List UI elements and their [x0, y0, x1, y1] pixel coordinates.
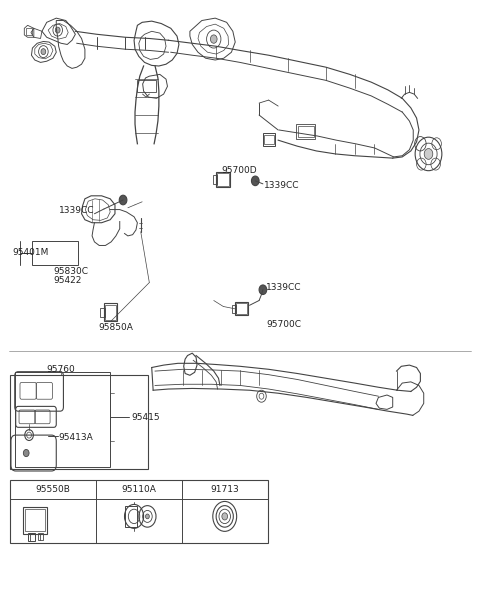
Bar — [10, 480, 268, 543]
Bar — [26, 28, 32, 35]
Text: 95110A: 95110A — [121, 485, 156, 494]
Bar — [137, 81, 156, 93]
Text: 95760: 95760 — [47, 365, 75, 374]
Bar — [24, 507, 47, 534]
Text: 1339CC: 1339CC — [264, 180, 300, 189]
Text: 95415: 95415 — [131, 413, 160, 422]
Bar — [125, 505, 137, 527]
Bar — [264, 135, 274, 144]
Bar — [28, 532, 35, 541]
Bar — [216, 172, 229, 187]
Circle shape — [55, 27, 60, 33]
Text: 1339CC: 1339CC — [266, 283, 302, 292]
Text: 95700D: 95700D — [222, 166, 257, 174]
Circle shape — [41, 49, 46, 55]
Bar — [263, 133, 276, 146]
Bar — [213, 175, 217, 184]
Text: 1339CC: 1339CC — [59, 206, 95, 215]
Circle shape — [24, 450, 29, 457]
Bar — [100, 308, 105, 317]
Bar — [106, 305, 116, 320]
Circle shape — [210, 35, 217, 43]
Text: 91713: 91713 — [210, 485, 239, 494]
Bar — [298, 126, 314, 137]
Bar — [104, 304, 117, 322]
Bar — [236, 304, 247, 314]
Text: 95401M: 95401M — [12, 248, 48, 257]
Bar — [33, 240, 78, 264]
Bar — [10, 374, 148, 469]
Circle shape — [259, 285, 267, 294]
Bar — [235, 302, 248, 316]
Bar — [25, 509, 45, 531]
Circle shape — [424, 148, 433, 159]
Text: 95830C: 95830C — [53, 267, 88, 276]
Text: 95422: 95422 — [53, 276, 81, 285]
Bar — [217, 173, 228, 186]
Bar — [232, 305, 236, 313]
Text: 95700C: 95700C — [266, 320, 301, 329]
Text: 95850A: 95850A — [98, 323, 133, 332]
Circle shape — [222, 513, 228, 520]
Text: 95413A: 95413A — [59, 433, 94, 442]
Bar — [37, 532, 43, 540]
Circle shape — [119, 195, 127, 205]
Bar — [15, 372, 110, 467]
Circle shape — [252, 176, 259, 186]
Bar — [296, 124, 315, 139]
Circle shape — [145, 514, 149, 519]
Text: 95550B: 95550B — [36, 485, 71, 494]
